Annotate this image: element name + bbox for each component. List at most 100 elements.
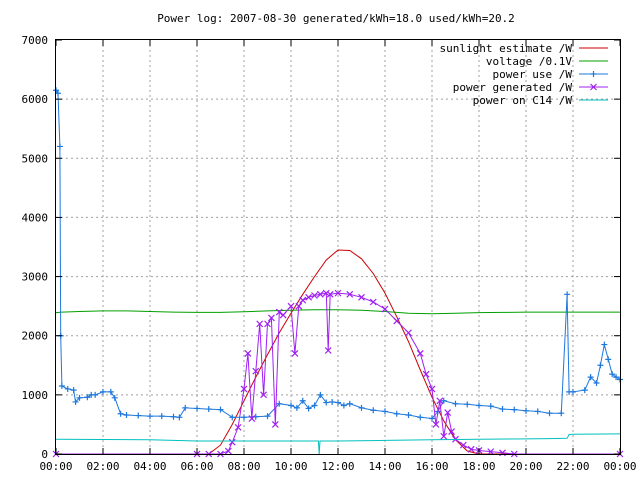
power-use-w-point [597,362,604,369]
power-generated-w-point [467,445,475,453]
power-use-w-point [487,403,494,410]
power-generated-w-point [334,289,342,297]
power-generated-w-point [234,423,242,431]
power-generated-w-point [393,317,401,325]
x-tick-label: 22:00 [556,460,589,473]
power-use-w-point [92,391,99,398]
power-use-w-point [205,406,212,413]
power-use-w-point [609,371,616,378]
power-use-w-point [276,400,283,407]
power-generated-w-point [322,289,330,297]
power-use-w-point [311,402,318,409]
power-generated-w-point [264,320,271,328]
power-use-w-point [511,406,518,413]
power-use-w-point [117,410,124,417]
series-power-use-w [53,87,623,422]
legend-label: power on C14 /W [473,94,573,107]
x-tick-label: 16:00 [415,460,448,473]
power-generated-w-point [316,290,324,298]
series-sunlight-estimate-w [56,249,620,455]
series-power-on-c14-w [55,433,621,455]
y-tick-label: 5000 [22,152,49,165]
power-use-w-point [534,408,541,415]
power-generated-w-line [56,292,620,455]
power-use-w-point [581,387,588,394]
power-use-w-point [382,408,388,415]
power-use-w-point [70,387,77,394]
power-generated-w-point [275,308,283,316]
power-use-w-point [158,413,165,420]
power-use-w-point [72,398,79,405]
power-generated-w-point [260,391,268,399]
power-generated-w-point [444,409,452,417]
power-generated-w-point [405,329,412,337]
legend-label: power generated /W [453,81,573,94]
power-use-w-point [76,394,83,401]
power-generated-w-point [305,293,313,301]
power-generated-w-point [287,302,295,310]
chart-title: Power log: 2007-08-30 generated/kWh=18.0… [157,12,515,25]
y-tick-label: 1000 [22,389,49,402]
power-use-w-point [405,411,412,418]
power-use-w-point [305,405,312,412]
power-use-w-point [288,402,294,409]
series-voltage-0-1v [55,309,620,315]
legend-label: voltage /0.1V [486,55,572,68]
power-use-w-point [123,411,130,418]
power-use-w-point [440,397,447,404]
power-use-w-point [147,413,153,420]
power-generated-w-point [440,432,448,440]
power-use-w-point [293,404,300,411]
power-use-w-point [587,374,594,381]
power-use-w-point [452,400,459,407]
power-generated-w-point [252,367,260,375]
power-use-w-point [358,404,365,411]
power-use-w-point [613,374,620,381]
x-tick-label: 00:00 [39,460,72,473]
power-use-w-point [229,414,236,421]
power-use-w-point [176,414,183,421]
power-generated-w-point [436,397,444,405]
power-generated-w-point [299,296,307,304]
x-tick-label: 02:00 [86,460,119,473]
power-generated-w-point [432,421,440,428]
x-tick-label: 12:00 [321,460,354,473]
power-generated-w-point [428,385,436,393]
y-tick-label: 0 [41,448,48,461]
power-generated-w-point [448,428,456,435]
x-tick-label: 14:00 [368,460,401,473]
power-generated-w-point [422,370,430,378]
x-axis-ticks: 00:00 02:00 04:00 06:00 08:00 10:00 12:00 14:00… [39,40,637,473]
power-use-w-point [558,410,565,417]
power-use-w-point [58,382,65,389]
y-tick-label: 3000 [22,271,49,284]
power-use-w-point [476,402,482,409]
power-generated-w-point [244,350,252,357]
legend-marker [590,71,597,77]
power-use-w-point [335,399,341,406]
power-use-w-point [593,380,600,387]
power-generated-w-point [326,290,334,298]
power-use-w-point [111,394,118,401]
power-generated-w-point [279,311,287,319]
power-use-w-point [601,341,608,348]
power-use-w-point [340,402,347,409]
power-use-w-point [605,356,612,363]
power-generated-w-point [224,447,232,455]
power-generated-w-point [291,350,299,357]
power-use-w-point [564,291,571,298]
x-tick-label: 00:00 [603,460,636,473]
power-use-w-point [546,410,553,417]
x-tick-label: 10:00 [274,460,307,473]
power-generated-w-point [228,438,236,446]
power-use-w-point [323,399,330,406]
power-use-w-point [107,388,114,395]
power-generated-w-point [324,347,332,354]
power-generated-w-point [416,350,424,357]
power-use-w-point [64,385,71,392]
power-generated-w-point [240,385,248,393]
power-use-w-point [499,406,506,413]
power-use-w-point [264,413,271,420]
power-generated-w-point [358,293,365,301]
